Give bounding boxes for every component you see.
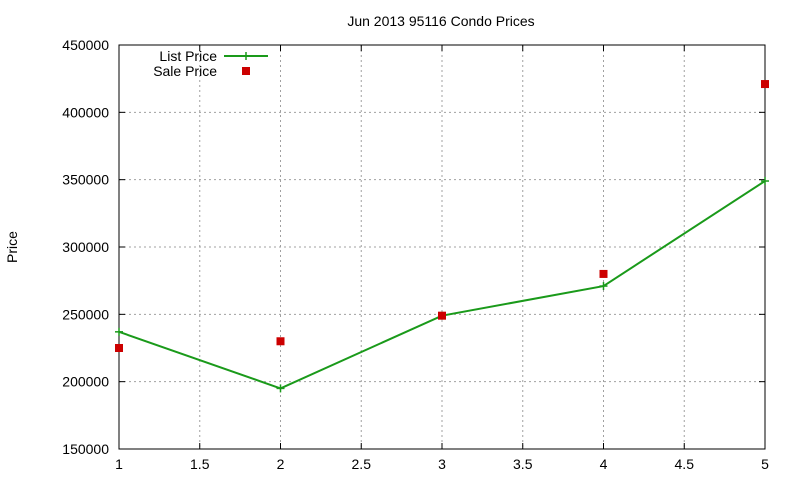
y-tick-label: 150000	[62, 441, 109, 457]
legend-label: List Price	[159, 48, 217, 64]
y-tick-label: 400000	[62, 104, 109, 120]
legend-label: Sale Price	[153, 63, 217, 79]
sale-price-point	[115, 344, 123, 352]
list-price-line	[118, 180, 766, 390]
legend-square-swatch	[242, 67, 250, 75]
x-tick-label: 1	[115, 456, 123, 472]
y-tick-label: 450000	[62, 37, 109, 53]
sale-price-point	[761, 80, 769, 89]
y-axis-label: Price	[4, 231, 20, 263]
x-tick-label: 2.5	[352, 456, 372, 472]
sale-price-point	[276, 337, 285, 346]
y-tick-label: 250000	[62, 306, 109, 322]
x-tick-label: 2	[277, 456, 285, 472]
grid	[119, 45, 765, 449]
series	[115, 80, 769, 393]
sale-price-point	[599, 269, 608, 278]
x-tick-label: 4	[600, 456, 608, 472]
chart-title: Jun 2013 95116 Condo Prices	[347, 13, 534, 29]
x-tick-label: 1.5	[190, 456, 210, 472]
y-tick-label: 200000	[62, 374, 109, 390]
x-tick-label: 5	[761, 456, 769, 472]
list-price-point	[276, 384, 285, 393]
sale-price-point	[438, 311, 446, 320]
axis-ticks: 1 1.5 2 2.5 3 3.5 4 4.5 5 150000 200000 250000 30000…	[62, 37, 769, 472]
x-tick-label: 4.5	[675, 456, 695, 472]
y-tick-label: 300000	[62, 239, 109, 255]
legend-plus-swatch	[242, 52, 250, 60]
list-price-point	[599, 282, 608, 291]
list-price-point	[761, 177, 769, 186]
list-price-point	[115, 327, 123, 336]
x-tick-label: 3.5	[513, 456, 533, 472]
y-tick-label: 350000	[62, 172, 109, 188]
x-tick-label: 3	[438, 456, 446, 472]
